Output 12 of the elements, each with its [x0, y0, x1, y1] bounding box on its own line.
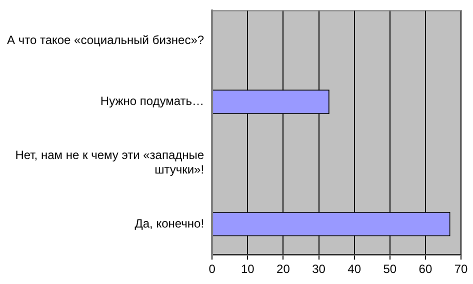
x-tick-label: 40	[348, 262, 362, 276]
x-tick-label: 60	[418, 262, 432, 276]
x-tick-label: 0	[208, 262, 216, 276]
x-tick-label: 20	[276, 262, 290, 276]
x-tick-label: 10	[240, 262, 255, 276]
x-tick-label: 70	[454, 262, 468, 276]
x-tick-label: 30	[312, 262, 326, 276]
y-tick-label: Нет, нам не к чему эти «западные штучки»!	[15, 148, 204, 176]
y-tick-label: Да, конечно!	[134, 216, 204, 230]
y-tick-label: Нужно подумать…	[100, 94, 204, 108]
y-tick-label: А что такое «социальный бизнес»?	[7, 33, 204, 48]
x-tick-label: 50	[383, 262, 397, 276]
